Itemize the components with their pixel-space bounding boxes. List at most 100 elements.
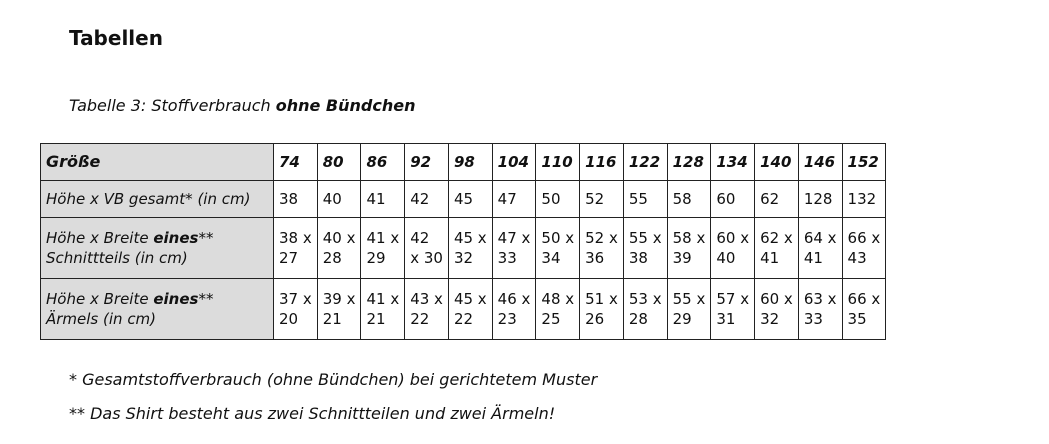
cell-line: 35 (847, 310, 867, 328)
cell-line: 38 (279, 190, 299, 208)
row-label: Höhe x Breite eines** Ärmels (in cm) (40, 278, 274, 340)
cell-line: 43 x (410, 290, 443, 308)
cell-line: 42 (410, 229, 430, 247)
size-header-cell: 146 (797, 143, 843, 181)
table-row: Höhe x Breite eines** Schnittteils (in cm… (40, 217, 887, 279)
cell-line: 29 (672, 310, 692, 328)
table-cell: 66 x 35 (841, 278, 887, 340)
cell-line: 53 x (628, 290, 662, 308)
cell-line: 47 x (497, 229, 531, 247)
cell-line: 48 x (541, 290, 575, 308)
table-cell: 40 x 28 (316, 217, 362, 279)
cell-line: 41 x (366, 290, 400, 308)
size-header-cell: 104 (491, 143, 537, 181)
cell-line: 26 (585, 310, 605, 328)
table-cell: 42 x 30 (404, 217, 449, 279)
table-cell: 55 (622, 180, 668, 218)
cell-line: 38 (628, 249, 648, 267)
table-row: Höhe x VB gesamt* (in cm) 38 40 41 42 45 47 50 5… (40, 180, 887, 218)
row-label-marker: ** (198, 290, 214, 308)
size-header-cell: 80 (316, 143, 362, 181)
size-header-cell: 92 (404, 143, 449, 181)
table-cell: 60 (710, 180, 756, 218)
size-header-cell: 98 (447, 143, 493, 181)
size-header-cell: 86 (360, 143, 406, 181)
table-cell: 47 (491, 180, 537, 218)
cell-line: 22 (453, 310, 474, 328)
table-cell: 132 (841, 180, 887, 218)
table-cell: 55 x 38 (622, 217, 668, 279)
size-header-label: Größe (40, 143, 274, 181)
cell-line: 21 (322, 310, 342, 328)
table-row: Höhe x Breite eines** Ärmels (in cm) 37 x 2… (40, 278, 887, 340)
cell-line: 39 (672, 249, 692, 267)
cell-line: 34 (541, 249, 561, 267)
cell-line: 40 x (322, 229, 356, 247)
table-cell: 51 x 26 (579, 278, 624, 340)
cell-line: 128 (803, 190, 833, 208)
table-cell: 38 (273, 180, 318, 218)
cell-line: 58 x (672, 229, 706, 247)
cell-line: 40 (322, 190, 342, 208)
cell-line: 66 x (847, 229, 881, 247)
row-label: Höhe x Breite eines** Schnittteils (in cm… (40, 217, 274, 279)
cell-line: 28 (628, 310, 648, 328)
cell-line: 40 (716, 249, 736, 267)
row-label-line2: Schnittteils (in cm) (46, 249, 188, 267)
table-cell: 41 x 29 (360, 217, 406, 279)
section-heading: Tabellen (69, 26, 163, 50)
cell-line: 41 x (366, 229, 400, 247)
cell-line: 28 (322, 249, 342, 267)
table-cell: 53 x 28 (622, 278, 668, 340)
cell-line: 60 x (760, 290, 793, 308)
cell-line: 23 (497, 310, 517, 328)
cell-line: 27 (279, 249, 299, 267)
table-cell: 58 x 39 (666, 217, 712, 279)
cell-line: 58 (672, 190, 692, 208)
row-label-line2: Ärmels (in cm) (46, 310, 157, 328)
row-label-text: Höhe x Breite (46, 290, 154, 308)
cell-line: 22 (410, 310, 430, 328)
cell-line: 42 (410, 190, 430, 208)
size-header-cell: 110 (535, 143, 581, 181)
table-cell: 62 x 41 (754, 217, 799, 279)
row-label: Höhe x VB gesamt* (in cm) (40, 180, 274, 218)
cell-line: 37 x (279, 290, 312, 308)
table-cell: 42 (404, 180, 449, 218)
cell-line: 64 x (803, 229, 837, 247)
footnote-2: ** Das Shirt besteht aus zwei Schnitttei… (69, 404, 556, 423)
table-cell: 52 x 36 (579, 217, 624, 279)
cell-line: 43 (847, 249, 867, 267)
cell-line: 32 (453, 249, 474, 267)
cell-line: 33 (803, 310, 823, 328)
table-cell: 55 x 29 (666, 278, 712, 340)
table-cell: 47 x 33 (491, 217, 537, 279)
cell-line: 41 (366, 190, 386, 208)
size-header-cell: 116 (579, 143, 624, 181)
table-caption: Tabelle 3: Stoffverbrauch ohne Bündchen (69, 96, 415, 115)
cell-line: 29 (366, 249, 386, 267)
table-cell: 52 (579, 180, 624, 218)
size-header-cell: 122 (622, 143, 668, 181)
cell-line: 31 (716, 310, 736, 328)
cell-line: 57 x (716, 290, 750, 308)
cell-line: 36 (585, 249, 605, 267)
cell-line: 55 (628, 190, 648, 208)
cell-line: 60 x (716, 229, 750, 247)
row-label-bold: eines (153, 229, 199, 247)
footnote-1: * Gesamtstoffverbrauch (ohne Bündchen) b… (69, 370, 598, 389)
cell-line: 38 x (279, 229, 312, 247)
cell-line: 62 x (760, 229, 793, 247)
table-cell: 39 x 21 (316, 278, 362, 340)
cell-line: 66 x (847, 290, 881, 308)
row-label-text: Höhe x VB gesamt* (in cm) (46, 190, 251, 208)
table-cell: 37 x 20 (273, 278, 318, 340)
table-cell: 58 (666, 180, 712, 218)
cell-line: 45 x (453, 290, 487, 308)
cell-line: 63 x (803, 290, 837, 308)
cell-line: 45 (453, 190, 474, 208)
cell-line: 45 x (453, 229, 487, 247)
caption-emphasis: ohne Bündchen (275, 96, 416, 115)
table-cell: 40 (316, 180, 362, 218)
table-cell: 46 x 23 (491, 278, 537, 340)
